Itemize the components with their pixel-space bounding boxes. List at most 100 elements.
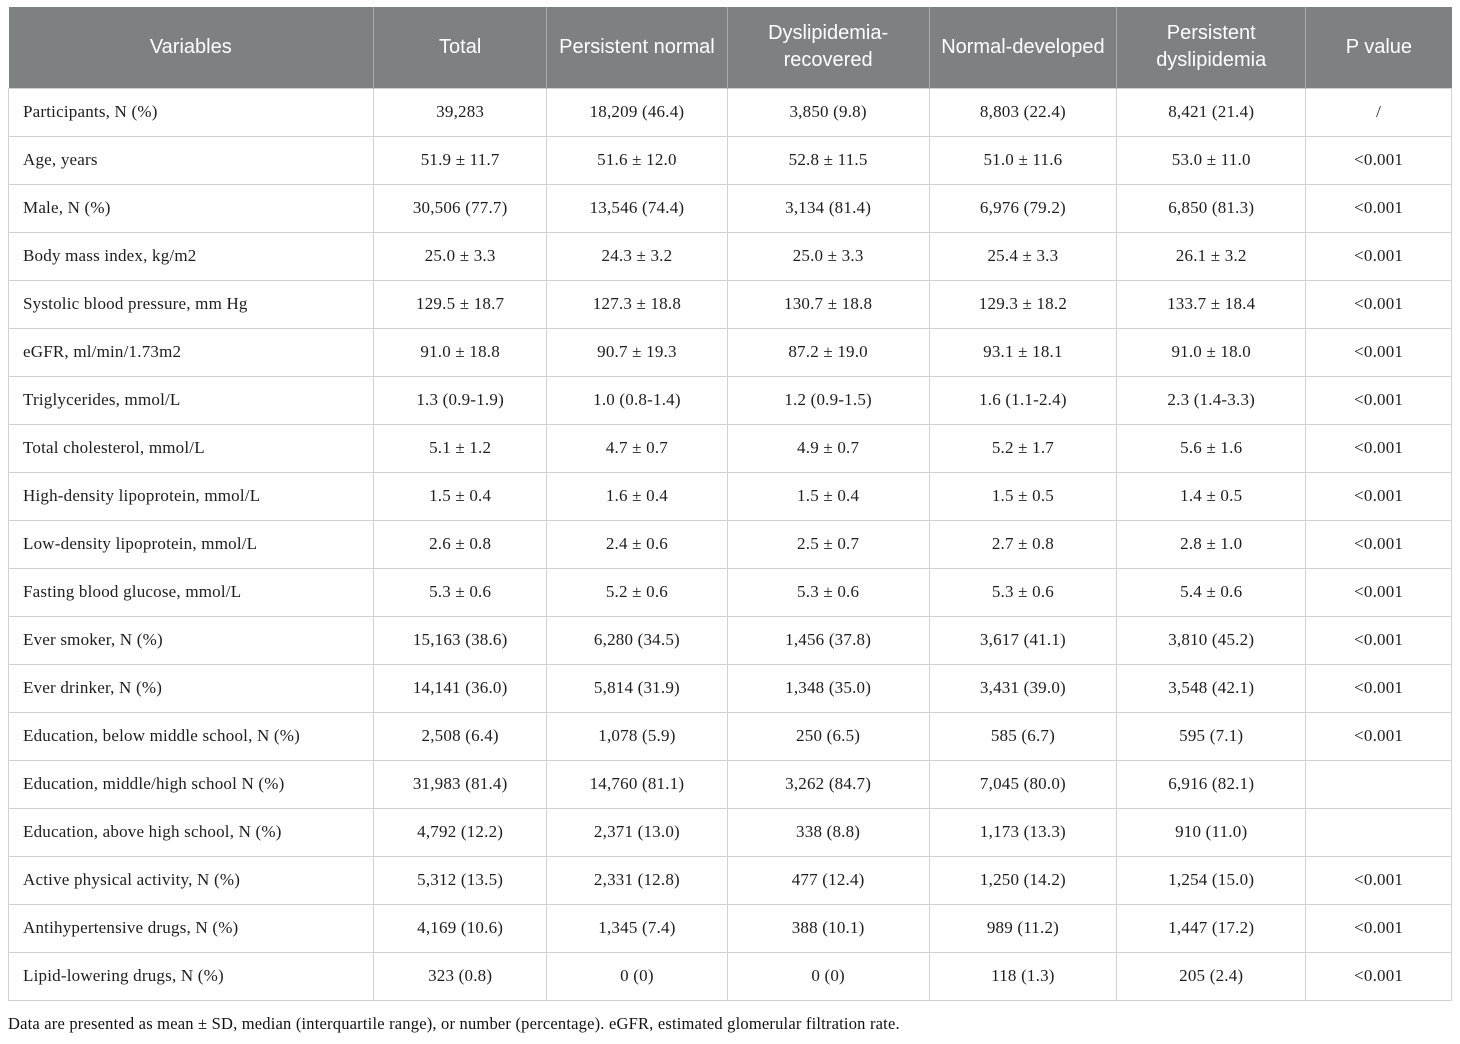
value-cell: 7,045 (80.0) <box>928 759 1118 809</box>
value-cell: 388 (10.1) <box>726 903 930 953</box>
value-cell: 4,169 (10.6) <box>373 903 548 953</box>
value-cell: 323 (0.8) <box>373 951 548 1001</box>
table-row: Systolic blood pressure, mm Hg 129.5 ± 18… <box>7 279 1452 329</box>
value-cell: 477 (12.4) <box>726 855 930 905</box>
table-row: Ever smoker, N (%) 15,163 (38.6) 6,280 (34… <box>7 615 1452 665</box>
variable-cell: Age, years <box>7 135 375 185</box>
value-cell: 129.3 ± 18.2 <box>928 279 1118 329</box>
value-cell: 6,976 (79.2) <box>928 183 1118 233</box>
value-cell: 4.9 ± 0.7 <box>726 423 930 473</box>
value-cell: 1,345 (7.4) <box>546 903 728 953</box>
value-cell: 6,280 (34.5) <box>546 615 728 665</box>
value-cell: 2.5 ± 0.7 <box>726 519 930 569</box>
p-value-cell: <0.001 <box>1305 903 1452 953</box>
variable-cell: Fasting blood glucose, mmol/L <box>7 567 375 617</box>
value-cell: 1.2 (0.9-1.5) <box>726 375 930 425</box>
value-cell: 1,348 (35.0) <box>726 663 930 713</box>
value-cell: 39,283 <box>373 87 548 137</box>
variable-cell: Education, above high school, N (%) <box>7 807 375 857</box>
table-row: Body mass index, kg/m2 25.0 ± 3.3 24.3 ± 3… <box>7 231 1452 281</box>
value-cell: 2,331 (12.8) <box>546 855 728 905</box>
value-cell: 5.6 ± 1.6 <box>1116 423 1307 473</box>
table-row: Low-density lipoprotein, mmol/L 2.6 ± 0.8… <box>7 519 1452 569</box>
value-cell: 1.4 ± 0.5 <box>1116 471 1307 521</box>
baseline-characteristics-table: Variables Total Persistent normal Dyslip… <box>7 7 1452 1001</box>
value-cell: 3,431 (39.0) <box>928 663 1118 713</box>
value-cell: 2,508 (6.4) <box>373 711 548 761</box>
p-value-cell: <0.001 <box>1305 711 1452 761</box>
value-cell: 25.0 ± 3.3 <box>373 231 548 281</box>
value-cell: 1.6 (1.1-2.4) <box>928 375 1118 425</box>
value-cell: 5.4 ± 0.6 <box>1116 567 1307 617</box>
value-cell: 1,250 (14.2) <box>928 855 1118 905</box>
value-cell: 3,850 (9.8) <box>726 87 930 137</box>
table-header-row: Variables Total Persistent normal Dyslip… <box>8 7 1452 88</box>
value-cell: 3,548 (42.1) <box>1116 663 1307 713</box>
value-cell: 5.2 ± 0.6 <box>546 567 728 617</box>
variable-cell: High-density lipoprotein, mmol/L <box>7 471 375 521</box>
p-value-cell: <0.001 <box>1305 567 1452 617</box>
value-cell: 1,173 (13.3) <box>928 807 1118 857</box>
value-cell: 13,546 (74.4) <box>546 183 728 233</box>
value-cell: 595 (7.1) <box>1116 711 1307 761</box>
value-cell: 3,262 (84.7) <box>726 759 930 809</box>
table-row: Triglycerides, mmol/L 1.3 (0.9-1.9) 1.0 (0… <box>7 375 1452 425</box>
value-cell: 91.0 ± 18.0 <box>1116 327 1307 377</box>
p-value-cell: <0.001 <box>1305 471 1452 521</box>
value-cell: 0 (0) <box>726 951 930 1001</box>
value-cell: 1,456 (37.8) <box>726 615 930 665</box>
value-cell: 5,814 (31.9) <box>546 663 728 713</box>
column-header-variables: Variables <box>8 7 374 88</box>
variable-cell: Male, N (%) <box>7 183 375 233</box>
table-row: Education, below middle school, N (%) 2,5… <box>7 711 1452 761</box>
column-header-persistent-dyslipidemia: Persistent dyslipidemia <box>1116 7 1306 88</box>
value-cell: 90.7 ± 19.3 <box>546 327 728 377</box>
value-cell: 5.2 ± 1.7 <box>928 423 1118 473</box>
table-footnote: Data are presented as mean ± SD, median … <box>8 1014 900 1033</box>
p-value-cell: <0.001 <box>1305 951 1452 1001</box>
value-cell: 3,134 (81.4) <box>726 183 930 233</box>
value-cell: 2.3 (1.4-3.3) <box>1116 375 1307 425</box>
value-cell: 51.6 ± 12.0 <box>546 135 728 185</box>
value-cell: 14,141 (36.0) <box>373 663 548 713</box>
variable-cell: Ever smoker, N (%) <box>7 615 375 665</box>
p-value-cell: <0.001 <box>1305 375 1452 425</box>
value-cell: 585 (6.7) <box>928 711 1118 761</box>
value-cell: 205 (2.4) <box>1116 951 1307 1001</box>
value-cell: 52.8 ± 11.5 <box>726 135 930 185</box>
value-cell: 5.3 ± 0.6 <box>928 567 1118 617</box>
value-cell: 0 (0) <box>546 951 728 1001</box>
value-cell: 5.3 ± 0.6 <box>373 567 548 617</box>
p-value-cell: <0.001 <box>1305 663 1452 713</box>
value-cell: 8,803 (22.4) <box>928 87 1118 137</box>
value-cell: 1.5 ± 0.5 <box>928 471 1118 521</box>
column-header-persistent-normal: Persistent normal <box>546 7 728 88</box>
p-value-cell: <0.001 <box>1305 519 1452 569</box>
table-row: eGFR, ml/min/1.73m2 91.0 ± 18.8 90.7 ± 19.… <box>7 327 1452 377</box>
variable-cell: Education, middle/high school N (%) <box>7 759 375 809</box>
value-cell: 130.7 ± 18.8 <box>726 279 930 329</box>
table-row: Age, years 51.9 ± 11.7 51.6 ± 12.0 52.8 ± 1… <box>7 135 1452 185</box>
value-cell: 910 (11.0) <box>1116 807 1307 857</box>
variable-cell: Active physical activity, N (%) <box>7 855 375 905</box>
value-cell: 1,254 (15.0) <box>1116 855 1307 905</box>
variable-cell: Total cholesterol, mmol/L <box>7 423 375 473</box>
variable-cell: eGFR, ml/min/1.73m2 <box>7 327 375 377</box>
variable-cell: Participants, N (%) <box>7 87 375 137</box>
p-value-cell: / <box>1305 87 1452 137</box>
variable-cell: Ever drinker, N (%) <box>7 663 375 713</box>
variable-cell: Education, below middle school, N (%) <box>7 711 375 761</box>
value-cell: 51.9 ± 11.7 <box>373 135 548 185</box>
value-cell: 1.5 ± 0.4 <box>373 471 548 521</box>
value-cell: 338 (8.8) <box>726 807 930 857</box>
table-row: Participants, N (%) 39,283 18,209 (46.4) 3,… <box>7 87 1452 137</box>
value-cell: 5.1 ± 1.2 <box>373 423 548 473</box>
table-row: Antihypertensive drugs, N (%) 4,169 (10.6… <box>7 903 1452 953</box>
table-body: Participants, N (%) 39,283 18,209 (46.4) 3,… <box>7 87 1452 1001</box>
column-header-normal-developed: Normal-developed <box>928 7 1117 88</box>
value-cell: 15,163 (38.6) <box>373 615 548 665</box>
value-cell: 1.5 ± 0.4 <box>726 471 930 521</box>
value-cell: 5.3 ± 0.6 <box>726 567 930 617</box>
table-row: Male, N (%) 30,506 (77.7) 13,546 (74.4) 3,1… <box>7 183 1452 233</box>
p-value-cell: <0.001 <box>1305 423 1452 473</box>
